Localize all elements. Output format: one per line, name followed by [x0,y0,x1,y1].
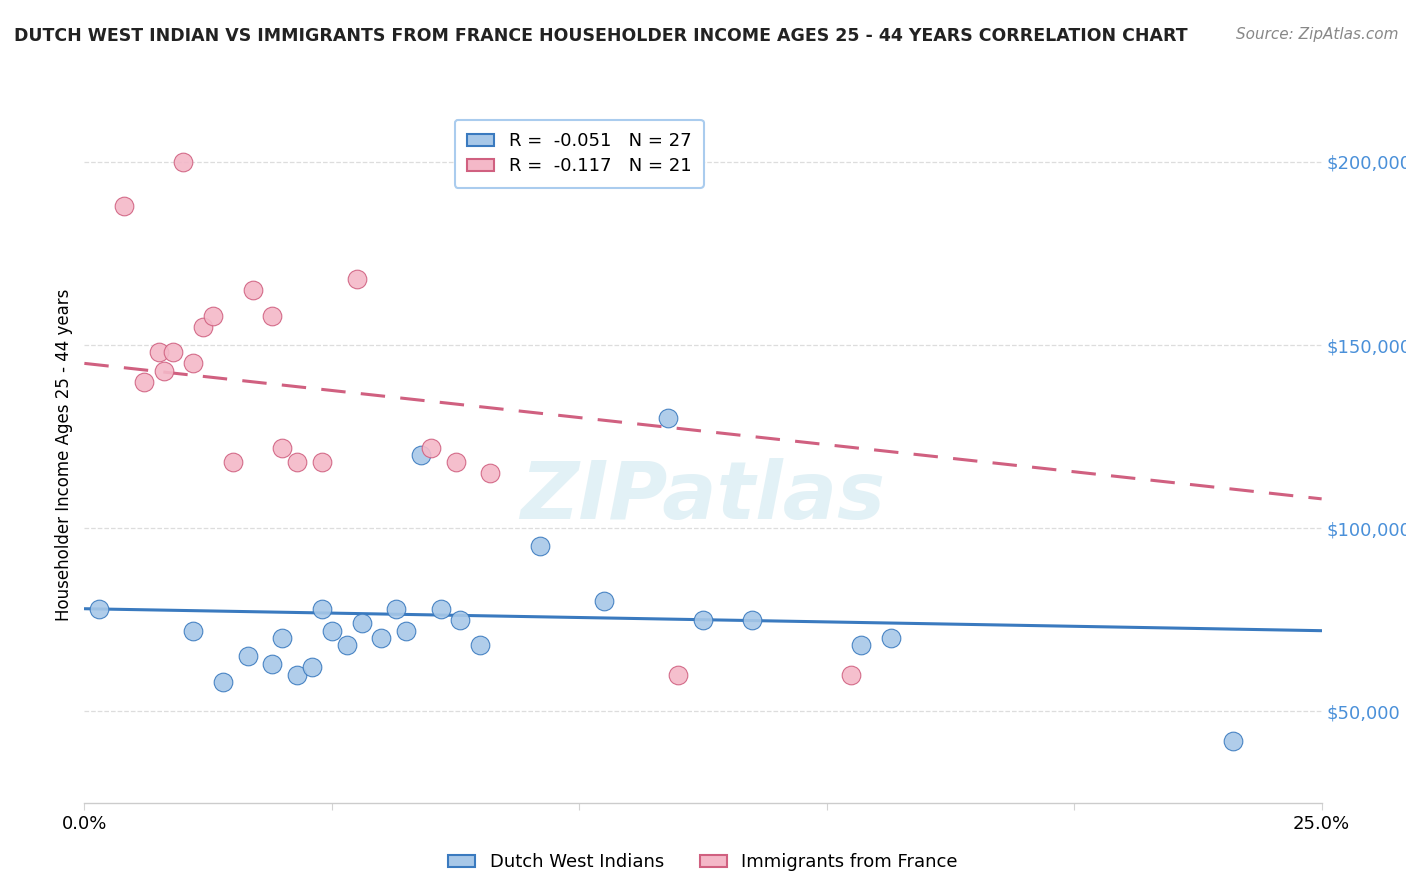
Point [350,616,373,631]
Point [285,455,308,469]
Point [191,319,214,334]
Point [271,631,294,645]
Point [212,675,235,690]
Point [741,613,763,627]
Point [242,283,264,297]
Point [370,631,392,645]
Point [172,155,194,169]
Point [236,649,259,664]
Point [346,272,368,286]
Point [311,601,333,615]
Point [162,345,184,359]
Point [529,540,551,554]
Point [112,199,135,213]
Point [444,455,467,469]
Point [1222,733,1244,747]
Point [152,364,174,378]
Point [181,356,204,370]
Legend: R =  -0.051   N = 27, R =  -0.117   N = 21: R = -0.051 N = 27, R = -0.117 N = 21 [454,120,704,188]
Point [385,601,408,615]
Point [132,375,155,389]
Point [450,613,472,627]
Point [148,345,170,359]
Point [262,309,284,323]
Point [89,601,111,615]
Point [880,631,903,645]
Point [429,601,451,615]
Point [419,441,441,455]
Point [285,667,308,681]
Point [336,638,359,652]
Legend: Dutch West Indians, Immigrants from France: Dutch West Indians, Immigrants from Fran… [441,847,965,879]
Point [841,667,863,681]
Point [593,594,616,608]
Point [692,613,714,627]
Text: ZIPatlas: ZIPatlas [520,458,886,536]
Text: Source: ZipAtlas.com: Source: ZipAtlas.com [1236,27,1399,42]
Point [222,455,245,469]
Point [262,657,284,671]
Y-axis label: Householder Income Ages 25 - 44 years: Householder Income Ages 25 - 44 years [55,289,73,621]
Point [321,624,343,638]
Point [479,467,502,481]
Point [202,309,225,323]
Point [181,624,204,638]
Point [409,448,432,462]
Point [271,441,294,455]
Point [301,660,323,674]
Point [666,667,689,681]
Point [470,638,492,652]
Point [851,638,873,652]
Point [657,411,679,425]
Point [395,624,418,638]
Text: DUTCH WEST INDIAN VS IMMIGRANTS FROM FRANCE HOUSEHOLDER INCOME AGES 25 - 44 YEAR: DUTCH WEST INDIAN VS IMMIGRANTS FROM FRA… [14,27,1188,45]
Point [311,455,333,469]
